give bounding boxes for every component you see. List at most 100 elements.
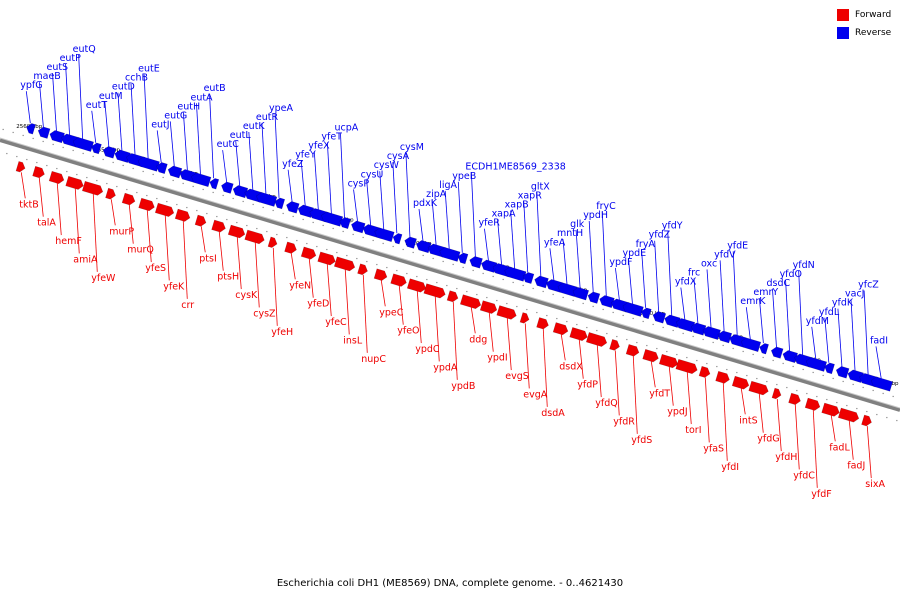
axis-minor-tick	[636, 341, 638, 344]
forward-gene-leader	[488, 312, 494, 352]
axis-minor-tick	[486, 296, 488, 299]
axis-minor-tick	[746, 374, 748, 377]
forward-gene-arrow	[154, 202, 175, 217]
reverse-gene-arrow-body	[191, 172, 212, 188]
forward-gene-arrow	[536, 317, 549, 330]
axis-minor-tick	[476, 293, 478, 296]
reverse-gene-label: yfeT	[321, 132, 342, 143]
forward-gene-label: yfeC	[325, 317, 347, 328]
reverse-gene-leader	[562, 239, 568, 285]
forward-gene-arrow-body	[479, 300, 498, 314]
axis-minor-tick	[42, 140, 44, 143]
reverse-gene-arrow-body	[439, 247, 461, 262]
axis-minor-tick	[252, 203, 254, 206]
forward-gene-label: ypeC	[379, 307, 403, 318]
forward-gene-arrow	[446, 290, 459, 303]
reverse-gene-leader	[510, 210, 516, 269]
axis-minor-tick	[632, 317, 634, 320]
reverse-gene-arrow-body	[770, 346, 784, 359]
forward-gene-leader	[848, 420, 854, 460]
reverse-gene-leader	[235, 141, 241, 187]
legend-label-forward: Forward	[855, 10, 892, 20]
axis-minor-tick	[622, 314, 624, 317]
forward-gene-leader	[650, 361, 656, 388]
axis-minor-tick	[82, 152, 84, 155]
reverse-gene-arrow	[156, 162, 168, 175]
axis-minor-tick	[46, 164, 48, 167]
axis-minor-tick	[406, 272, 408, 275]
reverse-gene-arrow	[321, 211, 344, 227]
forward-gene-leader	[56, 183, 62, 236]
forward-gene-leader	[272, 247, 278, 326]
axis-minor-tick	[872, 389, 874, 392]
reverse-gene-arrow	[652, 311, 667, 324]
reverse-gene-leader	[52, 73, 57, 132]
reverse-gene-label: vacJ	[845, 289, 864, 300]
forward-gene-arrow-body	[496, 305, 517, 320]
forward-gene-leader	[254, 242, 260, 308]
reverse-gene-arrow-body	[37, 126, 51, 139]
reverse-gene-label: yfeX	[308, 141, 330, 152]
axis-minor-tick	[836, 401, 838, 404]
forward-gene-label: amiA	[73, 254, 98, 265]
forward-gene-label: yfeW	[91, 273, 116, 284]
axis-minor-tick	[116, 185, 118, 188]
legend-label-reverse: Reverse	[855, 28, 892, 38]
forward-gene-arrow	[821, 402, 840, 417]
forward-gene-leader	[200, 226, 206, 253]
forward-gene-arrow	[552, 322, 569, 336]
axis-minor-tick	[232, 197, 234, 200]
axis-minor-tick	[676, 353, 678, 356]
reverse-gene-leader	[431, 199, 437, 245]
reverse-gene-arrow	[534, 275, 549, 289]
reverse-gene-arrow-body	[26, 123, 36, 135]
forward-gene-leader	[416, 291, 422, 344]
reverse-gene-label: maeB	[33, 71, 60, 82]
axis-minor-tick	[66, 170, 68, 173]
reverse-gene-leader	[470, 172, 476, 257]
reverse-gene-leader	[549, 248, 555, 281]
axis-minor-tick	[756, 377, 758, 380]
axis-minor-tick	[16, 155, 18, 158]
reverse-gene-leader	[392, 162, 398, 234]
reverse-gene-arrow	[824, 362, 835, 375]
forward-gene-label: hemF	[55, 236, 82, 247]
forward-gene-label: tktB	[19, 199, 38, 210]
forward-gene-leader	[758, 393, 764, 433]
axis-minor-tick	[32, 137, 34, 140]
forward-gene-arrow	[48, 170, 65, 184]
reverse-gene-label: xapR	[518, 190, 542, 201]
reverse-gene-arrow-body	[91, 142, 102, 155]
reverse-gene-label: mntH	[557, 228, 583, 239]
forward-gene-label: yfdS	[631, 435, 652, 446]
reverse-gene-arrow	[49, 130, 65, 144]
forward-gene-arrow-body	[731, 375, 750, 390]
forward-gene-leader	[794, 404, 800, 470]
axis-minor-tick	[662, 326, 664, 329]
forward-gene-arrow	[585, 332, 608, 347]
axis-minor-tick	[616, 335, 618, 338]
axis-minor-tick	[862, 386, 864, 389]
axis-minor-tick	[886, 416, 888, 419]
forward-gene-leader	[686, 372, 692, 425]
axis-minor-tick	[696, 359, 698, 362]
axis-minor-tick	[52, 143, 54, 146]
axis-minor-tick	[6, 152, 8, 155]
axis-minor-tick	[212, 191, 214, 194]
axis-minor-tick	[402, 248, 404, 251]
reverse-gene-label: glk	[570, 219, 585, 230]
forward-gene-label: yfdT	[649, 388, 670, 399]
axis-minor-tick	[516, 305, 518, 308]
axis-minor-tick	[22, 134, 24, 137]
reverse-gene-arrow	[504, 266, 527, 282]
axis-minor-tick	[412, 251, 414, 254]
reverse-gene-arrow	[457, 252, 469, 265]
axis-minor-tick	[196, 209, 198, 212]
forward-gene-leader	[74, 188, 80, 254]
axis-minor-tick	[72, 149, 74, 152]
axis-minor-tick	[36, 161, 38, 164]
axis-minor-tick	[152, 173, 154, 176]
forward-gene-label: ptsH	[217, 272, 239, 283]
axis-minor-tick	[162, 176, 164, 179]
